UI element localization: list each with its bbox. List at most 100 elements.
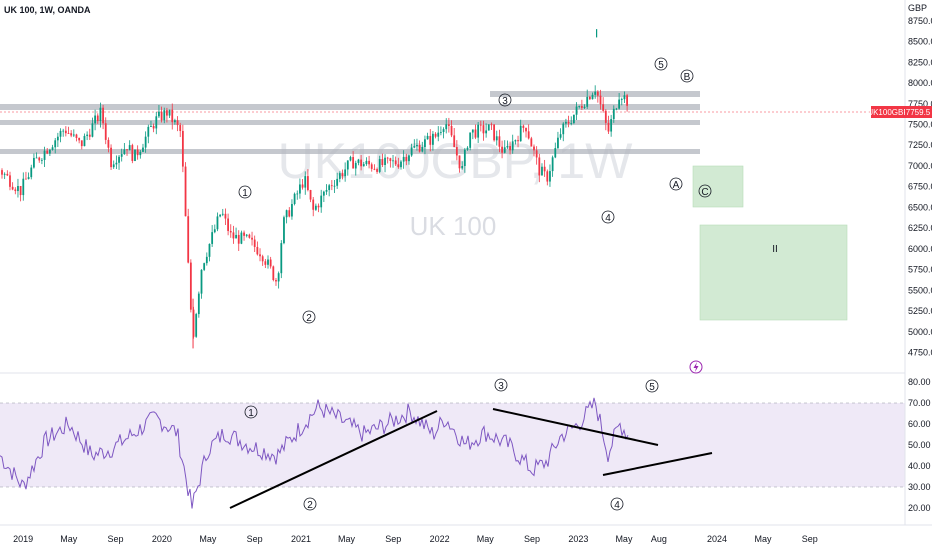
- candle-body: [237, 234, 240, 244]
- candle-body: [477, 124, 480, 138]
- candle-body: [514, 140, 517, 142]
- candle: [397, 157, 400, 169]
- candle-body: [9, 175, 11, 187]
- candle-body: [490, 124, 493, 126]
- candle: [562, 122, 565, 142]
- candle-body: [83, 135, 86, 147]
- candle: [139, 149, 142, 159]
- candle-body: [317, 205, 320, 208]
- candle-body: [447, 124, 450, 126]
- candle: [131, 143, 134, 164]
- candle-body: [357, 159, 360, 163]
- candle: [586, 89, 589, 109]
- candle-body: [102, 107, 104, 124]
- candle-body: [158, 111, 160, 117]
- candle-body: [322, 191, 325, 196]
- candle-body: [299, 184, 301, 194]
- candle: [25, 171, 27, 180]
- candle-body: [171, 109, 174, 123]
- candle: [373, 164, 376, 171]
- candle-body: [612, 108, 615, 120]
- candle-body: [301, 184, 304, 188]
- candle-body: [160, 111, 163, 121]
- candle-body: [35, 157, 38, 159]
- candle-body: [474, 129, 477, 138]
- candle: [615, 107, 618, 111]
- candle-body: [128, 145, 131, 151]
- candle: [426, 132, 429, 140]
- candle: [51, 144, 54, 151]
- price-tick-label: 7250.0: [908, 140, 932, 150]
- candle: [522, 124, 525, 133]
- candle-body: [62, 130, 65, 132]
- rsi-wave-label-5: 5: [645, 379, 659, 393]
- candle: [501, 140, 503, 159]
- candle-body: [580, 106, 583, 108]
- candle-body: [166, 110, 168, 116]
- candle-body: [559, 134, 562, 138]
- svg-text:4: 4: [614, 500, 620, 511]
- candle-body: [314, 205, 317, 210]
- candle-body: [229, 230, 232, 233]
- lightning-icon[interactable]: [689, 360, 703, 374]
- candle: [171, 103, 174, 130]
- candle: [163, 107, 166, 124]
- price-tick-label: 8750.0: [908, 16, 932, 26]
- candle: [599, 89, 602, 110]
- candle-body: [389, 158, 392, 161]
- candle: [115, 155, 118, 170]
- candle-body: [110, 147, 112, 168]
- candle-body: [344, 169, 347, 177]
- time-tick-label: 2024: [707, 534, 727, 544]
- candle-body: [283, 217, 285, 244]
- candle: [107, 137, 110, 153]
- candle: [301, 179, 304, 190]
- candle-body: [320, 195, 323, 208]
- candle: [352, 151, 355, 169]
- candle: [453, 128, 456, 148]
- time-tick-label: Sep: [247, 534, 263, 544]
- candle: [455, 140, 458, 161]
- candle: [535, 146, 538, 165]
- candle-body: [325, 190, 328, 192]
- candle: [503, 140, 506, 154]
- candle-body: [567, 121, 570, 124]
- candle: [509, 141, 511, 155]
- rsi-wave-label-2: 2: [303, 497, 317, 511]
- candle-body: [437, 132, 440, 137]
- candle-body: [277, 273, 280, 282]
- candle-body: [336, 178, 339, 186]
- candle-body: [150, 125, 152, 127]
- candle: [381, 153, 384, 168]
- wave-label-a: A: [669, 177, 683, 191]
- candle-body: [554, 148, 557, 158]
- candle-body: [134, 149, 136, 161]
- candle-body: [152, 125, 155, 129]
- wave-label-4: 4: [601, 210, 615, 224]
- svg-text:4: 4: [605, 213, 611, 224]
- candle: [240, 230, 243, 245]
- candle-body: [413, 146, 416, 148]
- candle-body: [615, 108, 618, 110]
- candle-body: [131, 145, 134, 161]
- candle: [384, 154, 386, 173]
- candle-body: [386, 157, 389, 159]
- candle-body: [381, 159, 384, 166]
- resistance-bar-2: [0, 120, 700, 125]
- candle: [38, 156, 41, 163]
- candle-body: [466, 147, 469, 150]
- candle-body: [25, 178, 27, 180]
- candle: [99, 102, 102, 128]
- candle: [41, 158, 43, 165]
- candle-body: [144, 136, 147, 148]
- candle: [408, 154, 410, 165]
- candle-body: [197, 293, 200, 315]
- candle-body: [503, 147, 506, 153]
- svg-text:C: C: [701, 187, 708, 198]
- candle: [360, 154, 362, 171]
- candle-body: [509, 146, 511, 151]
- candle: [64, 126, 67, 137]
- candle: [429, 129, 432, 152]
- candle: [392, 155, 394, 168]
- candle-body: [463, 149, 466, 167]
